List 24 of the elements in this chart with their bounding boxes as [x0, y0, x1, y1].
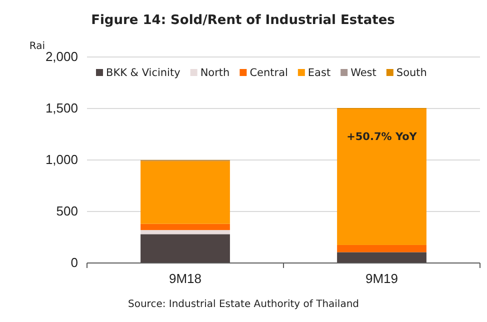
y-tick-label: 1,500 — [45, 100, 78, 116]
bar — [140, 230, 230, 234]
legend-label: East — [308, 67, 331, 79]
source-note: Source: Industrial Estate Authority of Thailand — [128, 299, 360, 310]
x-tick-label: 9M19 — [365, 270, 398, 286]
bar — [337, 244, 426, 252]
legend-label: South — [396, 67, 427, 79]
bar — [337, 109, 426, 245]
bar — [337, 252, 426, 263]
bar — [140, 161, 230, 224]
y-tick-label: 0 — [70, 255, 78, 270]
bar — [140, 234, 230, 263]
chart-title: Figure 14: Sold/Rent of Industrial Estates — [91, 13, 396, 28]
legend-label: Central — [250, 67, 288, 79]
y-tick-label: 500 — [56, 204, 78, 219]
legend-label: BKK & Vicinity — [106, 67, 180, 79]
y-tick-label: 1,000 — [45, 152, 78, 168]
bar — [140, 224, 230, 230]
y-tick-label: 2,000 — [45, 49, 78, 64]
legend-label: North — [200, 67, 230, 79]
y-axis-title: Rai — [29, 41, 45, 52]
legend-label: West — [350, 67, 376, 79]
x-tick-label: 9M18 — [168, 270, 202, 286]
annotation: +50.7% YoY — [346, 131, 418, 143]
